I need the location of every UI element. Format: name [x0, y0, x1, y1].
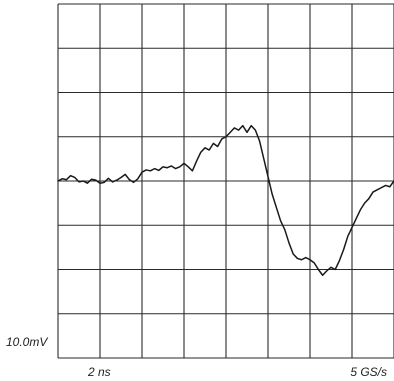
- waveform-trace: [57, 124, 394, 276]
- volts-per-div-label: 10.0mV: [6, 335, 48, 349]
- time-per-div-label: 2 ns: [87, 365, 111, 379]
- sample-rate-label: 5 GS/s: [350, 365, 387, 379]
- graticule-grid: [57, 3, 394, 359]
